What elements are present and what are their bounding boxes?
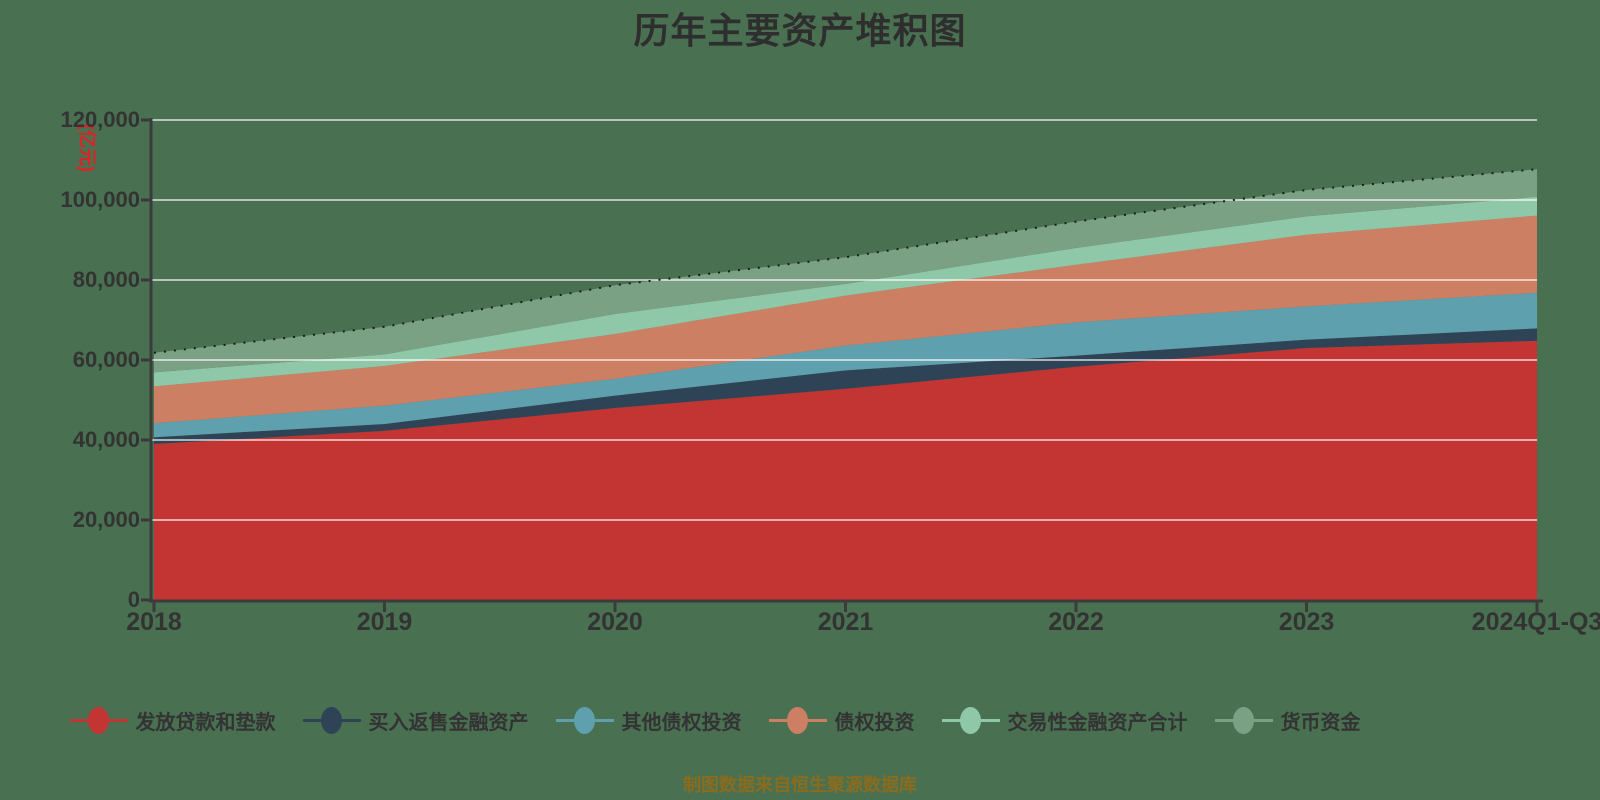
legend-label: 货币资金	[1280, 712, 1361, 734]
y-axis-label-40000: 40,000	[72, 427, 140, 452]
legend-marker-icon	[69, 707, 128, 734]
data-source-note: 制图数据来自恒生聚源数据库	[683, 775, 917, 795]
x-axis-label-2021: 2021	[817, 608, 874, 636]
legend-item-货币资金[interactable]: 货币资金	[1214, 706, 1361, 735]
area-band-发放贷款和垫款	[154, 340, 1537, 600]
legend-item-买入返售金融资产[interactable]: 买入返售金融资产	[302, 706, 529, 735]
y-axis-label-100000: 100,000	[60, 187, 140, 212]
legend-marker-icon	[941, 707, 1000, 734]
total-dotted-line	[153, 168, 1538, 354]
legend-label: 其他债权投资	[621, 712, 742, 734]
legend-marker-icon	[555, 707, 614, 734]
area-band-交易性金融资产合计	[154, 196, 1537, 387]
x-axis-label-2022: 2022	[1048, 608, 1104, 636]
legend-item-债权投资[interactable]: 债权投资	[768, 706, 915, 735]
legend-marker-icon	[1214, 707, 1273, 734]
y-axis-label-80000: 80,000	[72, 267, 140, 292]
x-axis-label-2020: 2020	[587, 608, 643, 636]
legend-item-交易性金融资产合计[interactable]: 交易性金融资产合计	[941, 706, 1188, 735]
area-band-债权投资	[154, 215, 1537, 424]
y-axis-label-0: 0	[127, 587, 140, 612]
legend-item-发放贷款和垫款[interactable]: 发放贷款和垫款	[69, 706, 276, 735]
area-band-买入返售金融资产	[154, 328, 1537, 444]
legend-label: 债权投资	[834, 712, 915, 734]
legend-marker-icon	[768, 707, 827, 734]
y-axis-label-120000: 120,000	[60, 107, 140, 132]
y-axis-label-20000: 20,000	[72, 507, 140, 532]
legend-label: 买入返售金融资产	[368, 712, 529, 734]
x-axis-label-2023: 2023	[1278, 608, 1335, 636]
legend-label: 交易性金融资产合计	[1007, 712, 1188, 734]
x-axis-label-2019: 2019	[356, 608, 413, 636]
x-axis-label-2018: 2018	[126, 608, 182, 636]
area-band-货币资金	[154, 169, 1537, 373]
chart-title: 历年主要资产堆积图	[633, 10, 967, 51]
legend-label: 发放贷款和垫款	[135, 712, 276, 734]
y-axis-label-60000: 60,000	[72, 347, 140, 372]
chart-legend: 发放贷款和垫款 买入返售金融资产 其他债权投资 债权投资 交易性金融资产合计 货币资金	[0, 706, 1515, 735]
legend-marker-icon	[302, 707, 361, 734]
area-band-其他债权投资	[154, 292, 1537, 438]
x-axis-label-2024Q1-Q3: 2024Q1-Q3	[1471, 608, 1600, 636]
legend-item-其他债权投资[interactable]: 其他债权投资	[555, 706, 742, 735]
